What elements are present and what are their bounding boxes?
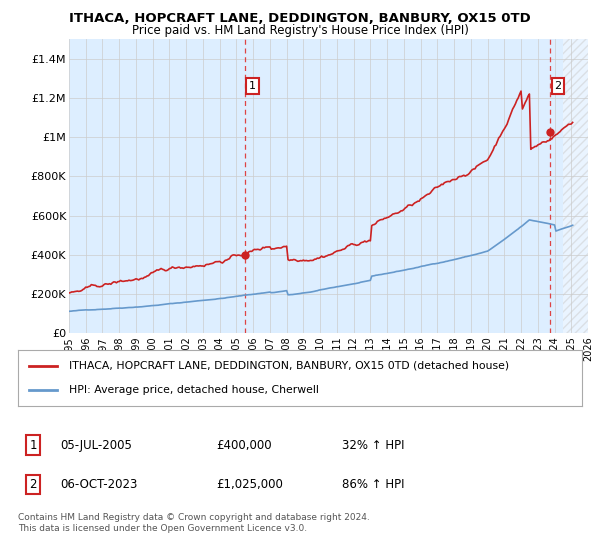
Text: 32% ↑ HPI: 32% ↑ HPI bbox=[342, 438, 404, 452]
Text: Price paid vs. HM Land Registry's House Price Index (HPI): Price paid vs. HM Land Registry's House … bbox=[131, 24, 469, 36]
Text: 1: 1 bbox=[29, 438, 37, 452]
Text: 2: 2 bbox=[29, 478, 37, 491]
Text: ITHACA, HOPCRAFT LANE, DEDDINGTON, BANBURY, OX15 0TD (detached house): ITHACA, HOPCRAFT LANE, DEDDINGTON, BANBU… bbox=[69, 361, 509, 371]
Text: 1: 1 bbox=[249, 81, 256, 91]
Text: £400,000: £400,000 bbox=[216, 438, 272, 452]
Text: 86% ↑ HPI: 86% ↑ HPI bbox=[342, 478, 404, 491]
Text: 05-JUL-2005: 05-JUL-2005 bbox=[60, 438, 132, 452]
Text: This data is licensed under the Open Government Licence v3.0.: This data is licensed under the Open Gov… bbox=[18, 524, 307, 533]
Text: £1,025,000: £1,025,000 bbox=[216, 478, 283, 491]
Text: ITHACA, HOPCRAFT LANE, DEDDINGTON, BANBURY, OX15 0TD: ITHACA, HOPCRAFT LANE, DEDDINGTON, BANBU… bbox=[69, 12, 531, 25]
Text: 2: 2 bbox=[554, 81, 562, 91]
Text: Contains HM Land Registry data © Crown copyright and database right 2024.: Contains HM Land Registry data © Crown c… bbox=[18, 513, 370, 522]
Text: 06-OCT-2023: 06-OCT-2023 bbox=[60, 478, 137, 491]
Text: HPI: Average price, detached house, Cherwell: HPI: Average price, detached house, Cher… bbox=[69, 385, 319, 395]
